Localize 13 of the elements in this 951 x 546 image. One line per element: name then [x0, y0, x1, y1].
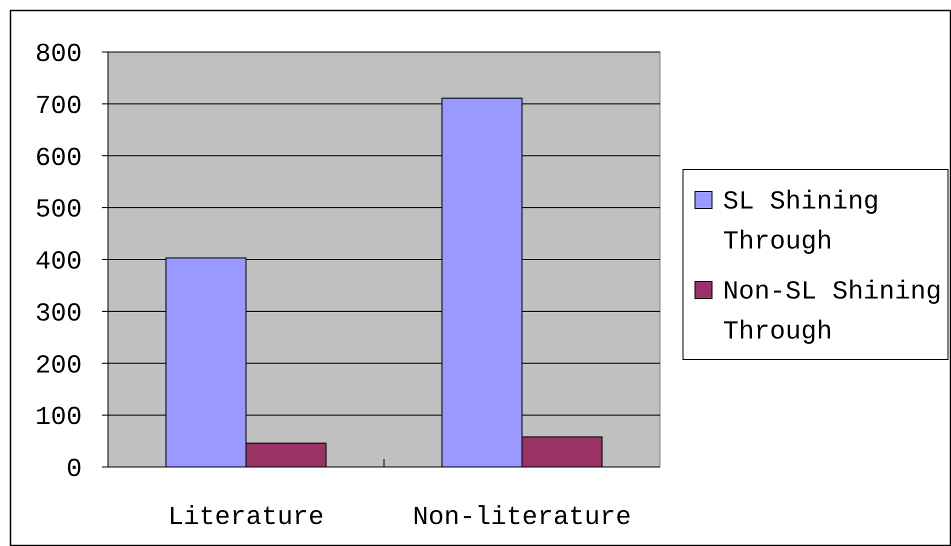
y-tick-label: 100	[35, 402, 82, 432]
x-tick-label: Literature	[168, 502, 324, 532]
y-tick-label: 600	[35, 142, 82, 173]
y-tick-label: 800	[35, 39, 82, 70]
y-tick-label: 300	[35, 298, 82, 328]
y-tick-label: 200	[35, 350, 82, 380]
y-tick-label: 0	[66, 454, 82, 484]
y-tick-label: 700	[35, 90, 82, 121]
y-tick-label: 500	[35, 194, 82, 225]
legend-label: Non-SL Shining Through	[723, 276, 942, 347]
x-tick-label: Non-literature	[412, 502, 632, 532]
y-tick-label: 400	[35, 246, 82, 277]
legend-label: SL Shining Through	[723, 186, 880, 257]
